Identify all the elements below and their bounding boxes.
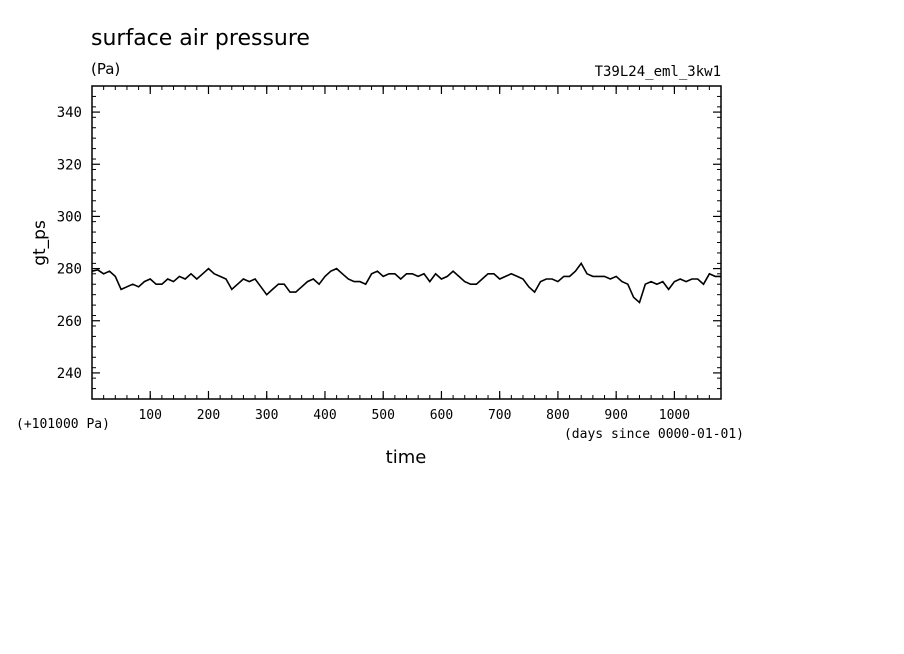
x-axis-ticks (103, 86, 710, 399)
x-axis-label: time (386, 447, 427, 468)
x-tick-label: 900 (604, 408, 627, 423)
y-axis-label: gt_ps (30, 220, 50, 266)
units-label: (Pa) (91, 60, 120, 78)
y-tick-label: 280 (57, 262, 82, 278)
x-tick-label: 1000 (659, 408, 690, 423)
x-tick-label: 500 (371, 408, 394, 423)
series-line (91, 261, 721, 304)
y-axis-tick-labels: 240 260 280 300 320 340 (57, 105, 82, 382)
x-axis-tick-labels: 100 200 300 400 500 600 700 800 900 1000 (138, 408, 690, 423)
y-tick-label: 240 (57, 366, 82, 382)
chart-title: surface air pressure (91, 26, 310, 51)
plot-frame (91, 85, 722, 400)
y-tick-label: 320 (57, 157, 82, 173)
x-tick-label: 600 (430, 408, 453, 423)
y-tick-label: 340 (57, 105, 82, 121)
x-tick-label: 300 (255, 408, 278, 423)
x-units-label: (days since 0000-01-01) (564, 427, 744, 442)
x-tick-label: 100 (138, 408, 161, 423)
experiment-label: T39L24_eml_3kw1 (595, 64, 721, 80)
y-axis-ticks (92, 95, 721, 390)
y-tick-label: 260 (57, 314, 82, 330)
x-tick-label: 200 (197, 408, 220, 423)
y-offset-label: (+101000 Pa) (16, 417, 110, 432)
y-tick-label: 300 (57, 209, 82, 225)
x-tick-label: 400 (313, 408, 336, 423)
x-tick-label: 800 (546, 408, 569, 423)
x-tick-label: 700 (488, 408, 511, 423)
